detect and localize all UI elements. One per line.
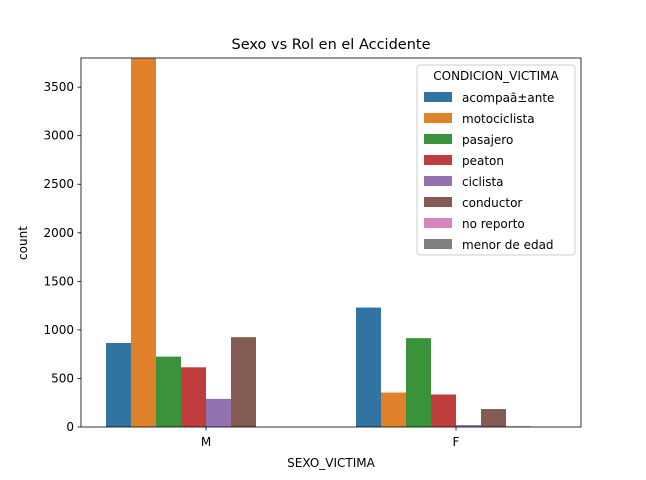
- bar-pasajero-m: [156, 356, 181, 427]
- legend-swatch: [424, 218, 452, 228]
- y-tick-label: 2000: [43, 226, 74, 240]
- y-tick-label: 0: [66, 420, 74, 434]
- bar-conductor-f: [481, 409, 506, 427]
- x-tick-label: M: [201, 435, 211, 449]
- legend-swatch: [424, 176, 452, 186]
- x-tick-label: F: [453, 435, 460, 449]
- legend-label: menor de edad: [462, 238, 554, 252]
- legend-swatch: [424, 239, 452, 249]
- bar-pasajero-f: [406, 338, 431, 427]
- legend-label: peaton: [462, 154, 504, 168]
- bars-layer: [106, 58, 531, 428]
- plot-frame: [80, 57, 582, 428]
- x-axis-label: SEXO_VICTIMA: [287, 456, 375, 470]
- legend-swatch: [424, 134, 452, 144]
- legend-swatch: [424, 113, 452, 123]
- y-tick-label: 1000: [43, 323, 74, 337]
- bar-motociclista-m: [131, 58, 156, 428]
- bar-peaton-m: [181, 367, 206, 427]
- bar-conductor-m: [231, 337, 256, 427]
- bar-peaton-f: [431, 394, 456, 427]
- legend: CONDICION_VICTIMA acompaã±ante motociclist…: [416, 64, 576, 256]
- legend-label: ciclista: [462, 175, 504, 189]
- y-tick-label: 500: [51, 371, 74, 385]
- legend-label: pasajero: [462, 133, 513, 147]
- legend-swatch: [424, 155, 452, 165]
- legend-swatch: [424, 92, 452, 102]
- bar-motociclista-f: [381, 392, 406, 427]
- legend-label: conductor: [462, 196, 522, 210]
- y-tick-label: 2500: [43, 177, 74, 191]
- bar-acompa-ante-f: [356, 307, 381, 427]
- chart-title: Sexo vs Rol en el Accidente: [232, 37, 431, 53]
- legend-title: CONDICION_VICTIMA: [433, 69, 559, 83]
- bar-ciclista-f: [456, 425, 481, 427]
- bar-ciclista-m: [206, 398, 231, 427]
- axes-layer: 0 500 1000 1500 2000 2500 3000 3500 M F: [43, 57, 582, 449]
- legend-swatch: [424, 197, 452, 207]
- y-tick-label: 1500: [43, 274, 74, 288]
- bar-acompa-ante-m: [106, 343, 131, 427]
- legend-label: acompaã±ante: [462, 91, 554, 105]
- y-tick-label: 3500: [43, 80, 74, 94]
- legend-label: motociclista: [462, 112, 535, 126]
- legend-label: no reporto: [462, 217, 525, 231]
- y-axis-label: count: [16, 226, 30, 260]
- legend-box: [416, 64, 576, 256]
- y-tick-label: 3000: [43, 129, 74, 143]
